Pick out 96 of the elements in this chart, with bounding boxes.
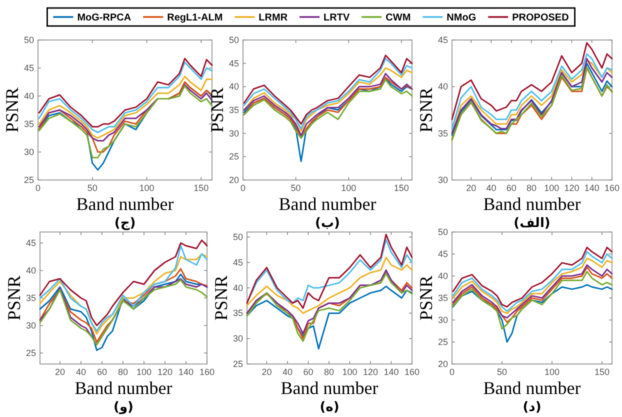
x-tick-label: 100 (342, 367, 358, 377)
x-tick-label: 80 (324, 367, 334, 377)
x-tick-label: 0 (35, 183, 41, 193)
y-axis-title: PSNR (4, 275, 24, 321)
y-tick-label: 40 (438, 82, 448, 92)
y-tick-label: 45 (232, 257, 243, 268)
y-tick-label: 30 (438, 315, 448, 325)
legend-label: PROPOSED (512, 12, 569, 24)
x-tick-label: 60 (303, 367, 314, 377)
y-axis-title: PSNR (416, 275, 436, 321)
legend-label: LRMR (258, 12, 288, 24)
x-tick-label: 60 (506, 183, 516, 193)
y-tick-label: 45 (26, 238, 36, 248)
text: (ب) (315, 216, 340, 231)
y-tick-label: 25 (228, 152, 239, 162)
y-tick-label: 35 (24, 119, 34, 129)
y-tick-label: 40 (232, 282, 243, 293)
x-tick-label: 20 (262, 367, 272, 377)
x-axis-title: Band number (483, 194, 581, 214)
legend-label: MoG-RPCA (77, 12, 132, 24)
y-tick-label: 50 (232, 232, 243, 242)
x-tick-label: 100 (341, 183, 356, 193)
x-tick-label: 50 (496, 367, 508, 377)
y-tick-label: 25 (232, 359, 243, 369)
y-tick-label: 50 (24, 35, 34, 45)
x-tick-label: 140 (178, 367, 194, 377)
y-tick-label: 50 (228, 35, 239, 45)
y-tick-label: 45 (438, 249, 448, 259)
y-tick-label: 45 (438, 35, 448, 45)
x-tick-label: 150 (194, 183, 209, 193)
legend-label: RegL1-ALM (167, 12, 223, 24)
x-tick-label: 50 (290, 183, 301, 193)
legend-label: NMoG (446, 12, 476, 24)
text: (و) (114, 400, 134, 415)
x-tick-label: 80 (118, 367, 128, 377)
y-tick-label: 30 (26, 320, 36, 330)
x-tick-label: 50 (87, 183, 98, 193)
x-tick-label: 140 (384, 367, 399, 377)
y-tick-label: 45 (24, 63, 34, 73)
y-axis-title: PSNR (211, 275, 231, 321)
x-tick-label: 100 (139, 183, 154, 193)
x-tick-label: 150 (594, 367, 610, 377)
x-axis-title: Band number (76, 194, 174, 214)
text: (الف) (514, 216, 550, 231)
y-axis-title: PSNR (416, 87, 436, 133)
text: (ه) (320, 400, 340, 415)
y-tick-label: 40 (24, 91, 34, 101)
y-tick-label: 30 (24, 147, 34, 157)
y-tick-label: 25 (438, 337, 448, 347)
x-tick-label: 0 (240, 183, 246, 193)
x-axis-title: Band number (280, 378, 378, 398)
y-tick-label: 25 (26, 348, 36, 358)
x-tick-label: 160 (199, 367, 215, 377)
y-tick-label: 40 (438, 271, 448, 281)
y-tick-label: 30 (228, 128, 239, 138)
legend-label: CWM (386, 12, 411, 24)
x-axis-title: Band number (278, 194, 376, 214)
x-tick-label: 20 (466, 183, 476, 193)
x-tick-label: 40 (76, 367, 86, 377)
y-axis-title: PSNR (2, 87, 22, 133)
x-tick-label: 150 (394, 183, 409, 193)
x-tick-label: 100 (544, 183, 560, 193)
y-tick-label: 30 (438, 175, 448, 185)
x-tick-label: 20 (54, 367, 65, 377)
x-tick-label: 100 (544, 367, 560, 377)
x-tick-label: 120 (564, 183, 580, 193)
legend-label: LRTV (324, 12, 350, 24)
text: (د) (522, 400, 542, 415)
y-tick-label: 40 (26, 266, 36, 276)
x-tick-label: 120 (362, 367, 378, 377)
y-tick-label: 30 (232, 334, 243, 344)
y-axis-title: PSNR (207, 87, 227, 133)
text: (ج) (114, 216, 136, 231)
x-tick-label: 160 (604, 183, 620, 193)
x-tick-label: 40 (486, 183, 496, 193)
y-tick-label: 35 (438, 293, 448, 303)
y-tick-label: 35 (26, 293, 36, 303)
y-tick-label: 35 (232, 308, 243, 318)
x-tick-label: 40 (282, 367, 292, 377)
y-tick-label: 50 (438, 227, 448, 237)
y-tick-label: 20 (228, 175, 239, 185)
y-tick-label: 35 (438, 128, 448, 138)
y-tick-label: 25 (24, 175, 34, 185)
x-tick-label: 120 (157, 367, 173, 377)
y-tick-label: 20 (438, 359, 448, 369)
y-tick-label: 35 (228, 105, 239, 115)
x-axis-title: Band number (483, 378, 581, 398)
x-tick-label: 0 (449, 367, 455, 377)
x-tick-label: 140 (584, 183, 600, 193)
x-tick-label: 60 (96, 367, 107, 377)
x-tick-label: 160 (404, 367, 420, 377)
y-tick-label: 40 (228, 82, 239, 92)
x-tick-label: 80 (526, 183, 537, 193)
x-tick-label: 100 (136, 367, 152, 377)
x-axis-title: Band number (74, 378, 172, 398)
y-tick-label: 45 (228, 58, 239, 68)
